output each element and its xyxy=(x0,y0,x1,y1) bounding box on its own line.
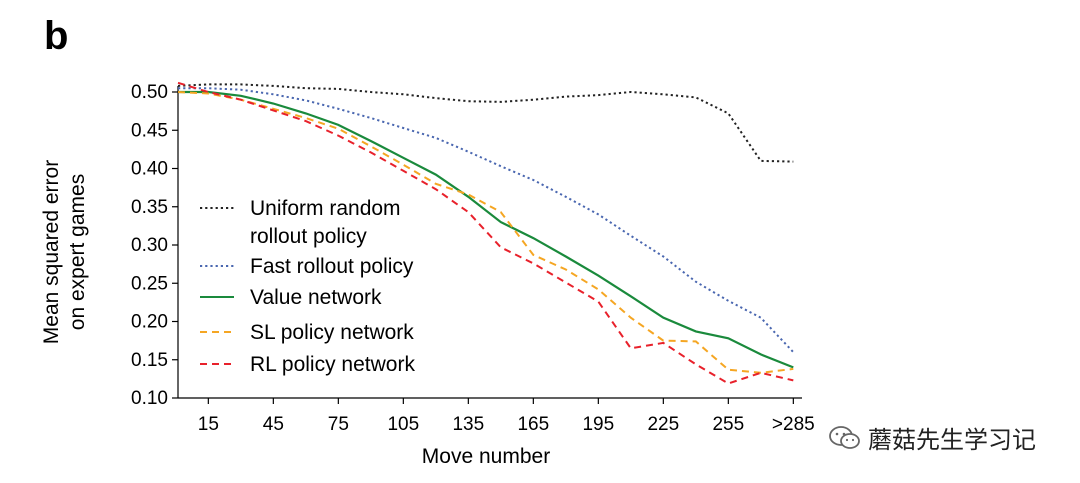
legend-label-line: rollout policy xyxy=(250,225,367,248)
x-tick-label: 105 xyxy=(387,414,419,435)
watermark-text: 蘑菇先生学习记 xyxy=(868,426,1036,454)
y-tick-label: 0.35 xyxy=(131,197,168,218)
legend-label-line: Uniform random xyxy=(250,197,401,220)
y-axis-title: Mean squared error on expert games xyxy=(40,160,89,344)
y-axis-title-line: on expert games xyxy=(66,174,89,330)
y-tick-label: 0.10 xyxy=(131,388,168,409)
legend-item: SL policy network xyxy=(200,321,414,344)
watermark: 蘑菇先生学习记 xyxy=(828,420,1036,455)
chart-series xyxy=(177,81,795,385)
y-tick-label: 0.40 xyxy=(131,159,168,180)
wechat-icon xyxy=(829,425,860,449)
legend-label-line: Value network xyxy=(250,286,382,309)
legend-label: SL policy network xyxy=(250,321,414,344)
legend-label: Value network xyxy=(250,286,382,309)
legend-item: RL policy network xyxy=(200,353,415,376)
y-tick-label: 0.30 xyxy=(131,235,168,256)
legend-item: Fast rollout policy xyxy=(200,255,414,278)
y-tick-label: 0.45 xyxy=(131,120,168,141)
x-tick-label: 225 xyxy=(647,414,679,435)
legend-item: Value network xyxy=(200,286,382,309)
x-axis-title: Move number xyxy=(422,445,550,468)
x-tick-label: 75 xyxy=(328,414,349,435)
series-uniform-random-rollout-policy xyxy=(177,83,794,163)
x-tick-label: 15 xyxy=(198,414,219,435)
legend-label: Fast rollout policy xyxy=(250,255,414,278)
panel-label: b xyxy=(44,14,69,58)
x-tick-label: >285 xyxy=(772,414,815,435)
y-tick-label: 0.15 xyxy=(131,350,168,371)
series-line xyxy=(178,90,794,369)
series-fast-rollout-policy xyxy=(178,87,795,353)
series-value-network xyxy=(178,90,794,369)
series-line xyxy=(177,81,794,385)
x-tick-label: 135 xyxy=(452,414,484,435)
legend-label: Uniform random rollout policy xyxy=(250,197,401,248)
x-tick-label: 255 xyxy=(712,414,744,435)
y-tick-label: 0.50 xyxy=(131,82,168,103)
legend-item: Uniform random rollout policy xyxy=(200,197,401,248)
series-line xyxy=(178,87,795,353)
y-tick-label: 0.20 xyxy=(131,312,168,333)
legend-label-line: SL policy network xyxy=(250,321,414,344)
x-tick-label: 165 xyxy=(517,414,549,435)
chart-axes: 0.10 0.15 0.20 0.25 0.30 0.35 0.40 0.45 0.50 15 45… xyxy=(40,82,815,468)
legend-label: RL policy network xyxy=(250,353,415,376)
series-sl-policy-network xyxy=(177,91,794,374)
y-axis-title-line: Mean squared error xyxy=(40,160,63,344)
series-rl-policy-network xyxy=(177,81,794,385)
legend-label-line: Fast rollout policy xyxy=(250,255,414,278)
series-line xyxy=(177,91,794,374)
x-tick-label: 195 xyxy=(582,414,614,435)
legend-label-line: RL policy network xyxy=(250,353,415,376)
y-tick-label: 0.25 xyxy=(131,273,168,294)
x-tick-label: 45 xyxy=(263,414,284,435)
series-line xyxy=(177,83,794,163)
chart-legend: Uniform random rollout policy Fast rollout… xyxy=(200,197,415,376)
